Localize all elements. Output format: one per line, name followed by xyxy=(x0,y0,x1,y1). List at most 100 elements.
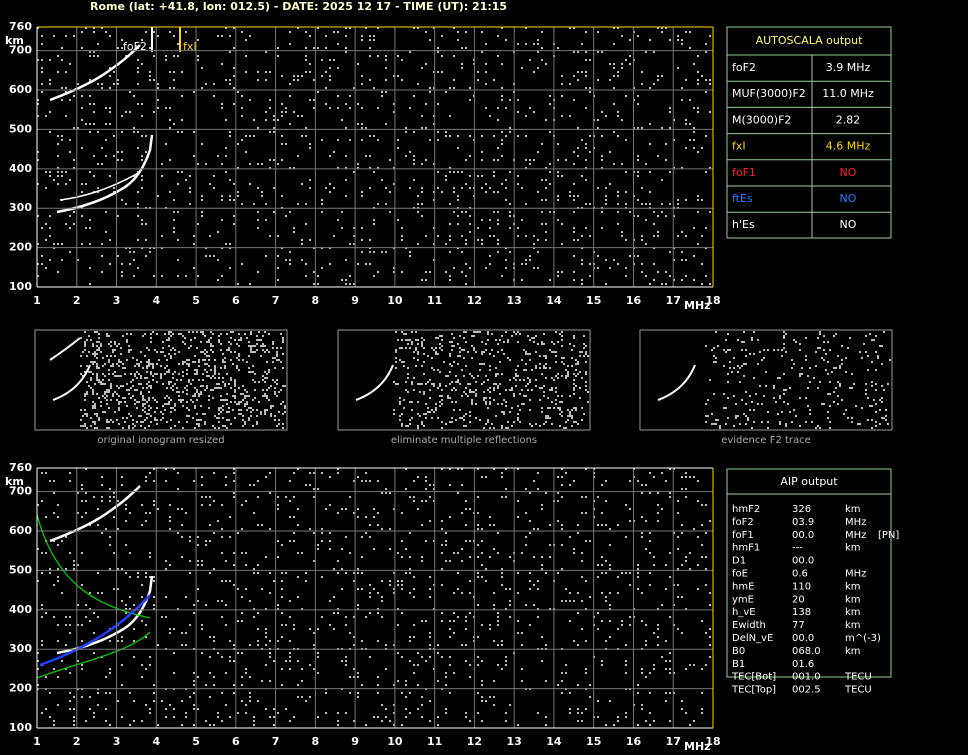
thumbnail-frame xyxy=(639,329,893,431)
x-tick-label: 5 xyxy=(192,294,200,307)
aip-cell: 110 xyxy=(792,581,811,592)
y-tick-label: 600 xyxy=(9,524,32,537)
y-tick-label: 760 xyxy=(9,20,32,33)
aip-cell: km xyxy=(845,594,861,605)
thumb-trace xyxy=(657,364,696,401)
aip-cell: km xyxy=(845,607,861,618)
x-tick-label: 5 xyxy=(192,735,200,748)
header-title: Rome (lat: +41.8, lon: 012.5) - DATE: 20… xyxy=(90,0,507,13)
y-tick-label: 500 xyxy=(9,122,32,135)
aip-cell: DelN_vE xyxy=(732,633,773,644)
x-tick-label: 7 xyxy=(272,294,280,307)
x-tick-label: 3 xyxy=(113,294,121,307)
thumbnail-frame xyxy=(337,329,591,431)
aip-cell: 068.0 xyxy=(792,646,821,657)
x-tick-label: 18 xyxy=(705,294,720,307)
x-tick-label: 12 xyxy=(467,735,482,748)
noise xyxy=(37,27,711,285)
aip-cell: 77 xyxy=(792,620,805,631)
aip-cell: 00.0 xyxy=(792,556,814,567)
x-tick-label: 7 xyxy=(272,735,280,748)
aip-cell: B0 xyxy=(732,646,745,657)
aip-cell: MHz xyxy=(845,517,866,528)
x-tick-label: 17 xyxy=(666,735,681,748)
x-tick-label: 2 xyxy=(73,735,81,748)
x-tick-label: 3 xyxy=(113,735,121,748)
aip-cell: 00.0 xyxy=(792,530,814,541)
aip-title: AIP output xyxy=(780,475,838,488)
x-tick-label: 17 xyxy=(666,294,681,307)
y-tick-label: 100 xyxy=(9,280,32,293)
x-tick-label: 14 xyxy=(546,735,562,748)
aip-cell: km xyxy=(845,646,861,657)
aip-cell: 01.6 xyxy=(792,659,814,670)
x-tick-label: 9 xyxy=(351,735,359,748)
traces-bottom xyxy=(36,485,154,679)
aip-cell: TEC[Top] xyxy=(731,685,776,696)
aip-cell: hmF1 xyxy=(732,543,760,554)
aip-cell: B1 xyxy=(732,659,745,670)
x-tick-label: 10 xyxy=(387,294,403,307)
x-tick-label: 15 xyxy=(586,294,601,307)
marker-label: foF2 xyxy=(123,40,147,53)
aip-cell: hmF2 xyxy=(732,504,760,515)
y-tick-label: 400 xyxy=(9,603,32,616)
param-name: foF2 xyxy=(732,61,756,74)
aip-cell: D1 xyxy=(732,556,746,567)
x-tick-label: 15 xyxy=(586,735,601,748)
param-value: 2.82 xyxy=(836,113,861,126)
x-tick-label: 1 xyxy=(33,294,41,307)
x-tick-label: 13 xyxy=(507,294,522,307)
aip-cell: 002.5 xyxy=(792,685,821,696)
y-tick-label: 400 xyxy=(9,162,32,175)
aip-cell: m^(-3) xyxy=(845,633,881,644)
param-value: 11.0 MHz xyxy=(822,87,874,100)
param-value: NO xyxy=(840,192,857,205)
aip-cell: ymE xyxy=(732,594,754,605)
x-tick-label: 8 xyxy=(312,294,320,307)
thumbnail-caption: evidence F2 trace xyxy=(721,435,811,446)
y-unit: km xyxy=(5,34,24,47)
y-unit: km xyxy=(5,475,24,488)
x-tick-label: 1 xyxy=(33,735,41,748)
aip-cell: Ewidth xyxy=(732,620,766,631)
f2-echo xyxy=(49,485,141,543)
x-tick-label: 4 xyxy=(152,294,160,307)
param-name: ftEs xyxy=(732,192,753,205)
aip-cell: foF2 xyxy=(732,517,754,528)
y-tick-label: 500 xyxy=(9,563,32,576)
thumb-trace xyxy=(52,364,91,401)
param-name: foF1 xyxy=(732,166,756,179)
x-tick-label: 18 xyxy=(705,735,720,748)
noise xyxy=(37,468,711,726)
model-curve xyxy=(36,631,151,679)
aip-profile xyxy=(39,594,151,667)
aip-cell: km xyxy=(845,543,861,554)
thumbnail-caption: original ionogram resized xyxy=(97,435,224,446)
noise xyxy=(393,331,589,429)
param-name: h'Es xyxy=(732,218,755,231)
x-tick-label: 10 xyxy=(387,735,403,748)
x-tick-label: 14 xyxy=(546,294,562,307)
x-unit: MHz xyxy=(684,740,711,753)
thumbnail-frame xyxy=(34,329,288,431)
param-value: 4.6 MHz xyxy=(826,140,871,153)
aip-cell: foE xyxy=(732,569,748,580)
aip-frame xyxy=(726,493,892,678)
thumb-trace xyxy=(49,337,81,361)
x-tick-label: 11 xyxy=(427,294,442,307)
aip-cell: 001.0 xyxy=(792,672,821,683)
aip-cell: MHz xyxy=(845,569,866,580)
y-tick-label: 700 xyxy=(9,485,32,498)
y-tick-label: 100 xyxy=(9,721,32,734)
autoscala-frame xyxy=(726,26,892,239)
f2-trace xyxy=(56,134,154,214)
x-tick-label: 6 xyxy=(232,294,240,307)
y-tick-label: 600 xyxy=(9,83,32,96)
x-tick-label: 16 xyxy=(626,735,642,748)
aip-cell: h_vE xyxy=(732,607,756,618)
aip-cell: TEC[Bot] xyxy=(731,672,776,683)
aip-cell: km xyxy=(845,504,861,515)
aip-cell: TECU xyxy=(844,685,872,696)
f2-echo xyxy=(49,44,141,102)
